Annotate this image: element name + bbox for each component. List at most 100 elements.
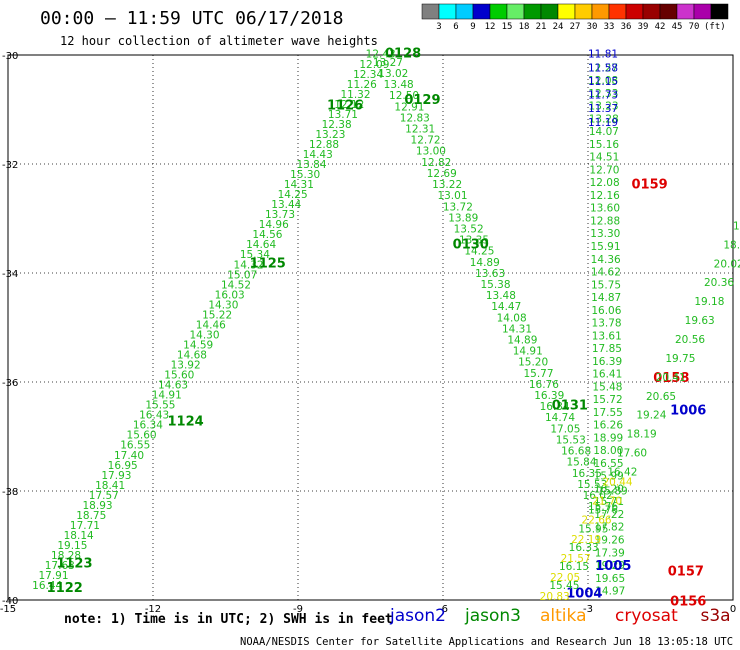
color-swatch (676, 3, 695, 20)
swh-value: 14.51 (589, 152, 619, 164)
swh-value: 18.19 (627, 429, 657, 441)
lat-tick-label: -40 (2, 596, 18, 607)
swh-value: 13.22 (432, 179, 462, 191)
swh-value: 14.25 (278, 189, 308, 201)
swh-value: 12.16 (590, 190, 620, 202)
swh-value: 17.39 (595, 547, 625, 559)
swh-value: 15.07 (227, 269, 257, 281)
color-scale-label: 33 (603, 22, 615, 32)
swh-value: 13.02 (378, 68, 408, 80)
swh-value: 19.15 (57, 540, 87, 552)
swh-value: 12.27 (588, 62, 618, 74)
page-subtitle: 12 hour collection of altimeter wave hei… (60, 34, 378, 48)
swh-value: 13.44 (271, 199, 301, 211)
pass-time-label: 0156 (670, 594, 706, 609)
swh-value: 17.63 (45, 560, 75, 572)
color-swatch (421, 3, 440, 20)
swh-value: 15.95 (578, 523, 608, 535)
pass-time-label: 0157 (668, 564, 704, 579)
swh-value: 12.69 (427, 168, 457, 180)
swh-value: 17.91 (38, 570, 68, 582)
lat-tick-label: -34 (2, 269, 18, 280)
swh-value: 15.84 (566, 457, 596, 469)
swh-value: 12.72 (411, 135, 441, 147)
pass-time-label: 1005 (595, 559, 631, 574)
color-scale-label: 70 (688, 22, 700, 32)
swh-value: 18.93 (83, 500, 113, 512)
swh-value: 22.66 (582, 515, 612, 527)
swh-value: 13.30 (590, 228, 620, 240)
color-scale-label: 6 (453, 22, 459, 32)
swh-value: 11.81 (588, 49, 618, 61)
pass-time-label: 1126 (327, 99, 363, 114)
swh-value: 13.28 (589, 113, 619, 125)
swh-value: 13.48 (384, 79, 414, 91)
swh-value: 21.57 (561, 553, 591, 565)
swh-value: 17.22 (594, 509, 624, 521)
swh-value: 18.41 (95, 480, 125, 492)
swh-value: 12.43 (366, 49, 396, 61)
swh-value: 15.34 (240, 249, 270, 261)
track-1122-0128: 16.4417.9117.6318.2819.1518.1417.7118.75… (32, 47, 421, 596)
swh-value: 14.62 (591, 267, 621, 279)
swh-value: 19.26 (595, 535, 625, 547)
swh-value: 16.43 (139, 410, 169, 422)
swh-value: 16.41 (592, 369, 622, 381)
color-scale-label: 36 (620, 22, 632, 32)
color-scale-label: 3 (436, 22, 442, 32)
lon-tick-label: -3 (583, 604, 593, 615)
swh-value: 11.58 (588, 62, 618, 74)
lon-tick-label: -15 (0, 604, 16, 615)
color-swatch (608, 3, 627, 20)
swh-value: 18.75 (76, 510, 106, 522)
swh-value: 12.38 (322, 119, 352, 131)
swh-value: 12.09 (359, 59, 389, 71)
lon-tick-label: -9 (293, 604, 303, 615)
color-swatch (625, 3, 644, 20)
swh-value: 19.63 (685, 315, 715, 327)
swh-value: 22.05 (550, 572, 580, 584)
swh-value: 12.91 (394, 101, 424, 113)
pass-time-label: 1123 (56, 556, 92, 571)
swh-value: 15.89 (598, 485, 628, 497)
units-note: note: 1) Time is in UTC; 2) SWH is in fe… (64, 612, 393, 627)
swh-value: 13.71 (328, 109, 358, 121)
color-swatch (659, 3, 678, 20)
swh-value: 16.33 (569, 542, 599, 554)
swh-value: 13.78 (592, 318, 622, 330)
swh-value: 15.71 (594, 496, 624, 508)
swh-value: 20.44 (603, 477, 633, 489)
swh-value: 16.35 (572, 468, 602, 480)
swh-value: 14.31 (502, 323, 532, 335)
swh-value: 14.32 (234, 259, 264, 271)
swh-value: 11.32 (340, 89, 370, 101)
swh-value: 11.37 (588, 103, 618, 115)
color-swatch (591, 3, 610, 20)
swh-value: 16.02 (583, 490, 613, 502)
swh-value: 14.91 (513, 346, 543, 358)
swh-value: 14.07 (589, 126, 619, 138)
swh-value: 19.75 (665, 353, 695, 365)
swh-value: 20.65 (646, 391, 676, 403)
swh-value: 15.48 (592, 381, 622, 393)
track-0156-0159: 12.2712.0812.3313.2313.2814.0715.1614.51… (588, 62, 706, 609)
swh-value: 16.03 (215, 289, 245, 301)
pass-time-label: 1122 (47, 581, 83, 596)
swh-value: 16.39 (592, 356, 622, 368)
swh-value: 12.31 (405, 124, 435, 136)
swh-value: 14.30 (208, 299, 238, 311)
color-scale-label: 12 (484, 22, 496, 32)
swh-value: 14.68 (177, 350, 207, 362)
mission-altika: altika (540, 606, 587, 626)
swh-value: 20.83 (540, 591, 570, 603)
swh-value: 17.57 (89, 490, 119, 502)
swh-value: 17.05 (550, 423, 580, 435)
swh-value: 14.89 (507, 335, 537, 347)
lat-tick-label: -30 (2, 51, 18, 62)
swh-value: 16.34 (540, 401, 570, 413)
color-scale-label: 9 (470, 22, 476, 32)
swh-value: 15.16 (589, 139, 619, 151)
swh-value: 15.22 (202, 309, 232, 321)
swh-value: 12.34 (353, 69, 383, 81)
